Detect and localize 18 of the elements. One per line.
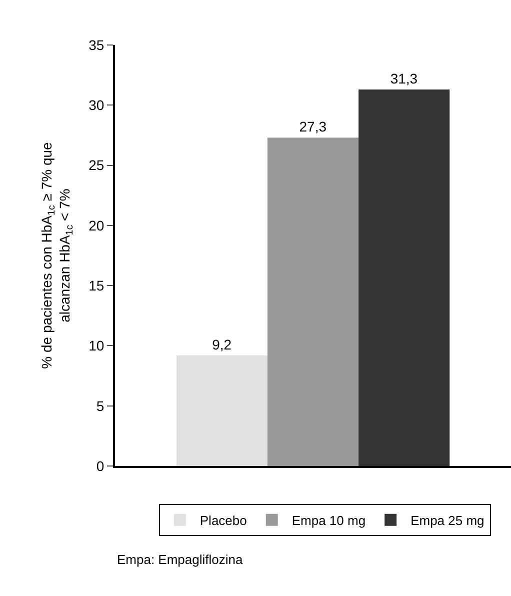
y-tick-label: 20 [88,217,104,234]
legend-label: Empa 10 mg [292,512,366,528]
y-tick-label: 5 [96,398,104,414]
data-label: 9,2 [212,336,232,352]
y-tick-label: 0 [96,458,104,474]
legend-label: Placebo [200,512,247,528]
bar [267,138,359,466]
y-tick-label: 15 [88,277,104,294]
y-tick-label: 25 [88,157,104,174]
data-label: 31,3 [390,70,418,87]
text: Empa: Empagliflozina [117,552,244,567]
data-label: 27,3 [299,118,327,135]
y-tick-label: 10 [88,338,104,354]
y-tick-label: 30 [88,97,104,114]
y-tick-label: 35 [88,36,104,53]
bar [176,355,268,466]
bar [358,90,450,466]
legend-label: Empa 25 mg [410,512,484,528]
